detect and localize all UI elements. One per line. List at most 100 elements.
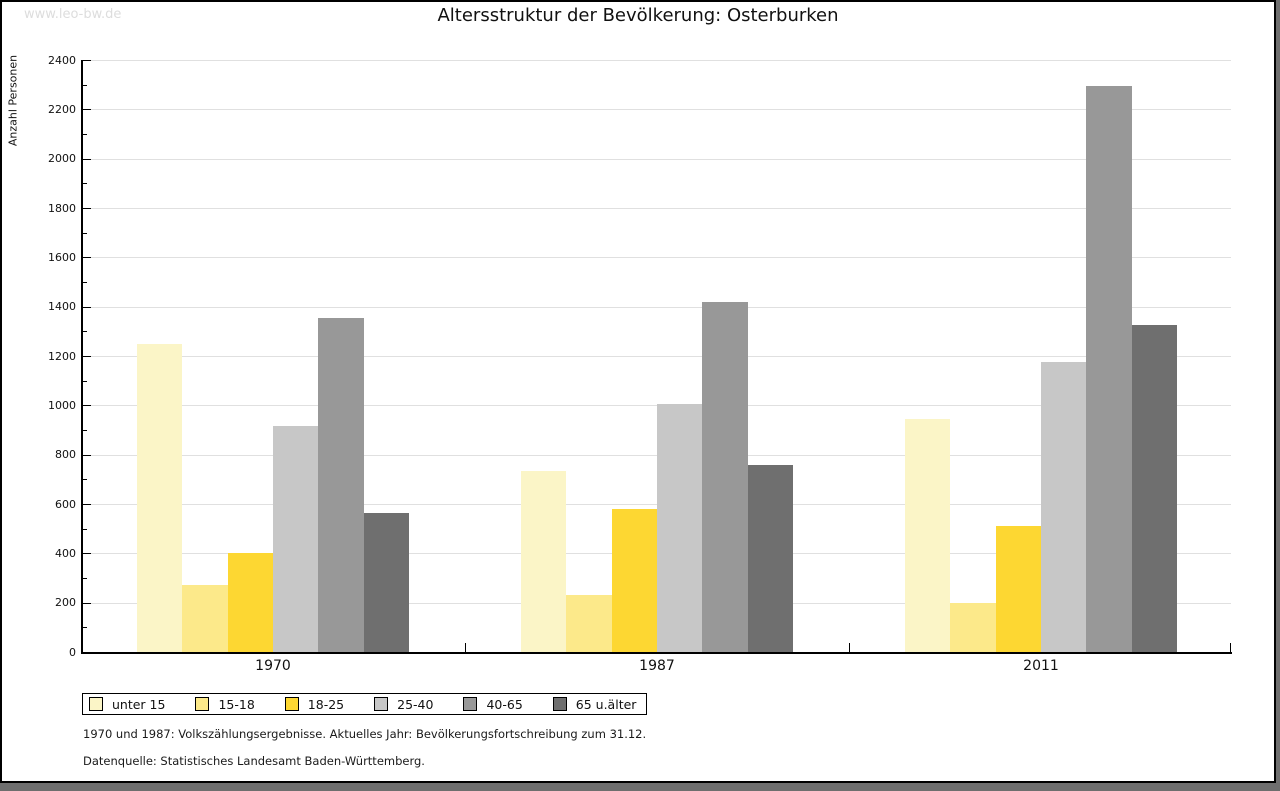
legend-item: 25-40 bbox=[374, 697, 433, 712]
bar bbox=[950, 602, 996, 652]
y-major-tick bbox=[83, 356, 91, 357]
gridline bbox=[82, 109, 1231, 111]
legend-item: 65 u.älter bbox=[552, 696, 637, 712]
gridline bbox=[82, 356, 1231, 357]
y-tick-label: 200 bbox=[55, 596, 76, 610]
y-minor-tick bbox=[83, 479, 87, 481]
y-major-tick bbox=[83, 454, 91, 456]
y-major-tick bbox=[83, 405, 91, 407]
bar bbox=[227, 553, 273, 652]
y-tick-label: 2000 bbox=[48, 152, 76, 166]
x-axis-line bbox=[82, 652, 1232, 654]
bar bbox=[656, 404, 703, 652]
y-tick-label: 2400 bbox=[48, 53, 76, 67]
legend-item: unter 15 bbox=[89, 697, 165, 712]
x-category-label: 1970 bbox=[255, 658, 291, 674]
legend-item: 15-18 bbox=[195, 696, 255, 712]
y-major-tick bbox=[83, 602, 91, 604]
y-minor-tick bbox=[83, 380, 87, 382]
legend-label: 40-65 bbox=[486, 696, 523, 712]
y-minor-tick bbox=[83, 232, 87, 234]
y-major-tick bbox=[83, 553, 91, 555]
chart-title: Altersstruktur der Bevölkerung: Osterbur… bbox=[437, 5, 839, 26]
y-minor-tick bbox=[83, 84, 87, 86]
legend-item: 40-65 bbox=[463, 696, 523, 712]
legend-label: 18-25 bbox=[307, 696, 345, 712]
legend: unter 15 15-18 18-25 25-40 40-65 65 u.älter bbox=[82, 693, 648, 715]
legend-label: 65 u.älter bbox=[575, 696, 637, 712]
legend-label: 25-40 bbox=[397, 696, 434, 712]
bar bbox=[747, 464, 793, 652]
y-tick-label: 600 bbox=[55, 497, 76, 511]
y-minor-tick bbox=[83, 134, 87, 135]
bar bbox=[566, 595, 612, 652]
bar bbox=[1086, 85, 1132, 652]
y-tick-label: 1800 bbox=[48, 201, 76, 215]
bar bbox=[318, 317, 364, 652]
y-major-tick bbox=[83, 60, 91, 61]
bar bbox=[182, 585, 228, 652]
y-tick-label: 1000 bbox=[48, 398, 76, 412]
legend-label: unter 15 bbox=[112, 696, 166, 712]
gridline bbox=[82, 405, 1231, 407]
y-major-tick bbox=[83, 652, 91, 653]
watermark: www.leo-bw.de bbox=[24, 7, 122, 22]
legend-swatch bbox=[284, 697, 299, 711]
legend-swatch bbox=[463, 697, 478, 711]
y-major-tick bbox=[83, 257, 91, 259]
x-category-label: 2011 bbox=[1023, 658, 1059, 674]
bar bbox=[702, 301, 748, 652]
y-major-tick bbox=[83, 208, 91, 209]
bar bbox=[611, 508, 657, 652]
y-minor-tick bbox=[83, 331, 87, 333]
gridline bbox=[82, 208, 1231, 209]
legend-label: 15-18 bbox=[218, 696, 255, 712]
footnote-census-note: 1970 und 1987: Volkszählungsergebnisse. … bbox=[83, 727, 647, 741]
y-major-tick bbox=[83, 504, 91, 505]
gridline bbox=[82, 504, 1231, 505]
bar bbox=[905, 418, 951, 652]
plot-area bbox=[82, 60, 1231, 652]
y-major-tick bbox=[83, 306, 91, 308]
gridline bbox=[82, 306, 1231, 308]
legend-swatch bbox=[195, 697, 210, 711]
y-minor-tick bbox=[83, 282, 87, 283]
y-minor-tick bbox=[83, 528, 87, 530]
legend-swatch bbox=[552, 697, 567, 711]
x-boundary-tick bbox=[848, 643, 850, 652]
legend-item: 18-25 bbox=[284, 696, 345, 712]
y-tick-label: 1600 bbox=[48, 250, 76, 264]
y-axis-title: Anzahl Personen bbox=[6, 54, 20, 147]
gridline bbox=[82, 257, 1231, 259]
bar bbox=[1040, 362, 1087, 652]
y-minor-tick bbox=[83, 627, 87, 629]
y-tick-label: 400 bbox=[55, 546, 76, 560]
x-boundary-tick bbox=[464, 643, 466, 652]
bar bbox=[1131, 325, 1177, 652]
gridline bbox=[82, 454, 1231, 456]
y-minor-tick bbox=[83, 578, 87, 579]
y-tick-label: 1200 bbox=[48, 349, 76, 363]
y-tick-label: 1400 bbox=[48, 300, 76, 314]
bar bbox=[137, 343, 183, 652]
gridline bbox=[82, 60, 1231, 61]
y-minor-tick bbox=[83, 430, 87, 431]
y-major-tick bbox=[83, 158, 91, 160]
bar bbox=[521, 470, 567, 652]
y-minor-tick bbox=[83, 183, 87, 185]
legend-swatch bbox=[89, 697, 103, 711]
legend-swatch bbox=[374, 697, 389, 711]
bar bbox=[995, 526, 1041, 652]
x-category-label: 1987 bbox=[639, 658, 675, 674]
y-tick-label: 0 bbox=[69, 645, 76, 659]
y-tick-label: 2200 bbox=[48, 102, 76, 116]
x-boundary-tick bbox=[1230, 643, 1231, 652]
y-major-tick bbox=[83, 109, 91, 111]
gridline bbox=[82, 158, 1231, 160]
footnote-data-source: Datenquelle: Statistisches Landesamt Bad… bbox=[83, 754, 425, 768]
bar bbox=[272, 426, 319, 652]
bar bbox=[363, 512, 409, 652]
y-axis-line bbox=[81, 60, 83, 654]
y-tick-label: 800 bbox=[55, 448, 76, 462]
